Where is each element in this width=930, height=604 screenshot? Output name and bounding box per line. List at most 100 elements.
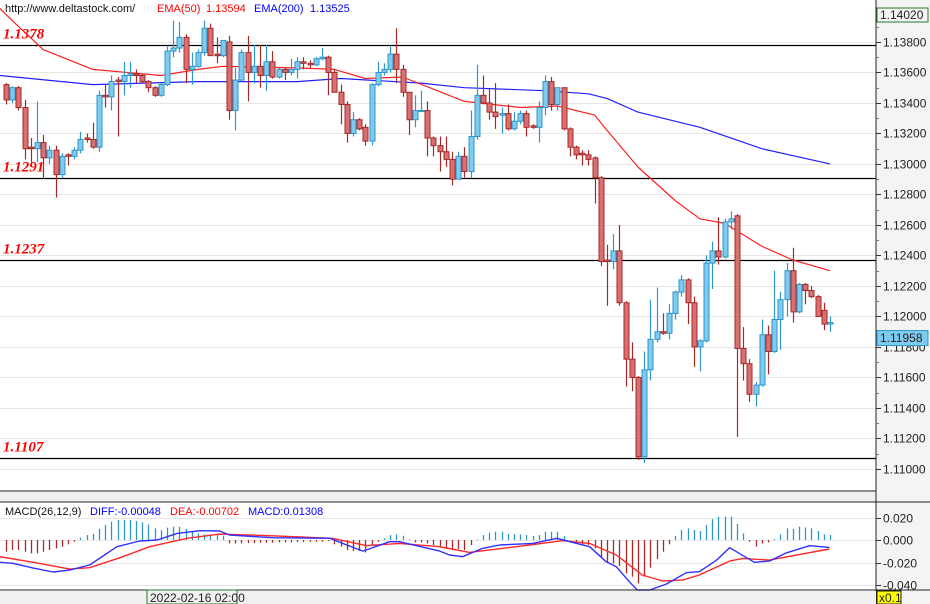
candle-up [827,316,834,332]
price-tick-label: 1.12600 [883,219,927,233]
candle-body [307,62,314,66]
candle-up [697,339,704,372]
candle-down [22,99,29,160]
candle-down [53,145,60,198]
candle-down [685,278,692,325]
support-resistance-levels: 1.1378 1.1291 1.1237 1.1107 [0,27,876,460]
candle-body [449,158,456,180]
candle-body [437,145,444,153]
candle-down [214,37,221,64]
candle-down [28,138,35,163]
candle-down [139,73,146,84]
candle-down [152,86,159,97]
level-label: 1.1107 [3,440,44,456]
macd-histogram-value: MACD:0.01308 [248,506,323,518]
price-tick-label: 1.11200 [883,432,926,446]
candle-body [728,218,735,223]
candle-body [623,302,630,360]
candle-body [517,113,524,122]
candle-body [424,110,431,139]
candle-up [350,112,357,137]
candle-body [164,50,171,86]
candle-up [771,270,778,354]
price-tick-label: 1.12200 [883,280,927,294]
candle-body [251,65,258,73]
candle-down [523,110,530,137]
candle-body [511,120,518,130]
candle-body [269,61,276,78]
candle-up [127,61,134,88]
candle-body [635,376,642,458]
time-axis-bar[interactable] [0,591,876,604]
candle-down [616,224,623,306]
candle-up [71,147,78,160]
candle-up [375,61,382,87]
candle-body [808,290,815,298]
candle-down [3,83,10,105]
candle-down [585,150,592,166]
candle-body [678,279,685,293]
candle-body [356,119,363,130]
candle-body [350,119,357,134]
candle-body [505,113,512,130]
candle-body [158,84,165,96]
candle-body [201,27,208,54]
macd-title: MACD(26,12,9) [5,506,81,518]
candle-down [746,359,753,402]
macd-tick-label: -0.040 [883,579,917,593]
candle-body [616,250,623,304]
candle-up [276,67,283,79]
candle-body [176,36,183,49]
candle-body [443,151,450,160]
candle-body [579,152,586,156]
candle-down [449,151,456,186]
level-label: 1.1291 [3,160,44,176]
scale-badge-label: x0.1 [879,591,902,604]
candle-down [790,247,797,323]
candle-down [338,84,345,125]
candle-body [499,113,506,116]
candle-body [765,334,772,353]
candle-down [307,60,314,68]
candle-up [703,255,710,343]
price-tick-label: 1.13000 [883,158,927,172]
candle-down [424,101,431,157]
candle-body [548,81,555,105]
candle-down [492,83,499,129]
candle-up [313,57,320,67]
candle-down [715,217,722,265]
macd-axis-ticks: 0.020 0.000 -0.020 -0.040 [876,512,917,593]
candle-body [300,61,307,64]
candle-body [102,94,109,98]
price-tick-label: 1.13600 [883,66,927,80]
ema200-path [0,74,831,165]
macd-indicator [0,516,832,591]
candle-body [771,318,778,353]
candle-body [554,87,561,105]
time-cursor-label: 2022-02-16 02:00 [150,591,245,604]
candle-body [492,111,499,118]
current-price-value: 1.11958 [880,331,923,345]
candle-body [276,68,283,78]
candle-down [400,64,407,97]
candle-down [102,84,109,108]
scale-badge[interactable] [876,590,902,604]
candle-down [592,156,599,204]
candle-down [808,285,815,299]
candle-down [734,214,741,437]
candle-body [598,177,605,263]
candle-body [288,68,295,73]
candle-down [90,122,97,149]
candle-down [344,101,351,143]
candle-down [84,133,91,143]
pane-separator[interactable] [0,491,876,502]
candle-down [561,87,568,131]
candle-body [722,221,729,258]
candle-body [294,61,301,70]
candle-up [108,75,115,111]
candle-body [207,27,214,57]
candle-down [207,23,214,57]
candle-up [59,153,66,178]
candle-down [226,35,233,120]
